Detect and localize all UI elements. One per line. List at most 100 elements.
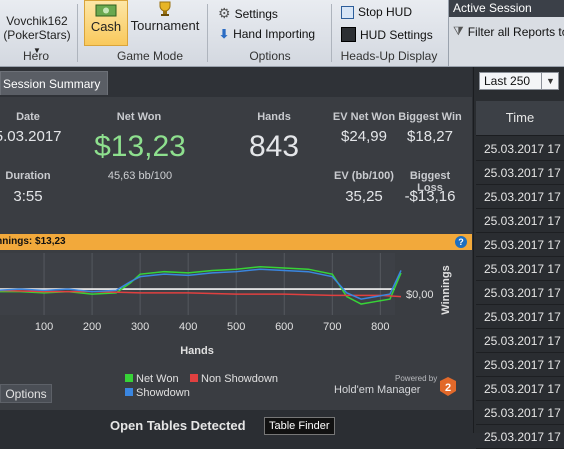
cash-button[interactable]: Cash	[84, 0, 128, 46]
y-axis-title: Winnings	[440, 265, 452, 314]
duration-value: 3:55	[13, 188, 43, 205]
biggest-win-value: $18,27	[407, 128, 453, 145]
powered-by-text: Powered by	[395, 374, 437, 383]
open-tables-bar	[0, 410, 472, 433]
legend-swatch-showdown	[125, 388, 133, 396]
session-row[interactable]: 25.03.2017 17	[476, 234, 564, 257]
ev-bb-value: 35,25	[345, 188, 383, 205]
ribbon-divider	[77, 4, 78, 62]
session-row[interactable]: 25.03.2017 17	[476, 282, 564, 305]
chevron-down-icon[interactable]: ▼	[541, 73, 559, 89]
winnings-bar-text: Winnings: $13,23	[0, 236, 66, 247]
svg-text:2: 2	[445, 382, 451, 394]
x-tick-label: 800	[371, 321, 389, 333]
legend-swatch-non-showdown	[190, 374, 198, 382]
y-zero-label: $0,00	[406, 289, 434, 301]
plot-area	[0, 253, 395, 315]
options-group-label: Options	[249, 49, 291, 63]
filter-all-reports-label: Filter all Reports to	[467, 24, 564, 39]
brand-logo-icon: 2	[440, 377, 456, 396]
session-row[interactable]: 25.03.2017 17	[476, 138, 564, 161]
x-tick-label: 700	[323, 321, 341, 333]
filter-icon: ⧩	[453, 24, 464, 38]
ribbon-divider	[331, 4, 332, 62]
active-session-panel: Active Session ⧩ Filter all Reports to	[448, 0, 564, 66]
gear-icon: ⚙	[218, 5, 231, 21]
hand-importing-label: Hand Importing	[233, 27, 316, 41]
hero-site: (PokerStars) ▼	[3, 28, 71, 55]
game-mode-group-label: Game Mode	[116, 49, 184, 63]
ev-net-won-header: EV Net Won	[332, 111, 396, 123]
session-row[interactable]: 25.03.2017 17	[476, 210, 564, 233]
x-tick-label: 600	[275, 321, 293, 333]
session-row[interactable]: 25.03.2017 17	[476, 378, 564, 401]
tab-session-summary[interactable]: Session Summary	[0, 71, 108, 95]
dropdown-arrow-icon: ▼	[33, 46, 41, 55]
net-won-bb: 45,63 bb/100	[107, 170, 173, 182]
series-line-net-won	[0, 265, 402, 305]
hands-value: 843	[248, 130, 300, 163]
session-row[interactable]: 25.03.2017 17	[476, 258, 564, 281]
hud-settings-label: HUD Settings	[360, 27, 433, 42]
winnings-chart: 100 200 300 400 500 600 700 800 $0,00 Winnings …	[0, 253, 456, 399]
trophy-icon	[156, 1, 174, 20]
series-line-non-showdown	[0, 289, 402, 298]
x-tick-label: 200	[83, 321, 101, 333]
open-tables-label: Open Tables Detected	[110, 418, 246, 433]
stop-hud-icon	[341, 5, 354, 19]
date-header: Date	[16, 111, 40, 123]
session-row[interactable]: 25.03.2017 17	[476, 330, 564, 353]
biggest-loss-header: Biggest Loss	[409, 170, 451, 194]
hero-group-label: Hero	[22, 49, 49, 63]
series-line-showdown	[0, 268, 402, 300]
filter-all-reports-button[interactable]: ⧩ Filter all Reports to	[453, 24, 564, 39]
options-button[interactable]: Options	[0, 384, 52, 403]
winnings-bar: Winnings: $13,23	[0, 234, 472, 250]
hud-group-label: Heads-Up Display	[340, 49, 438, 63]
session-row[interactable]: 25.03.2017 17	[476, 426, 564, 449]
hands-header: Hands	[257, 111, 291, 123]
hud-settings-button[interactable]: HUD Settings	[341, 27, 433, 42]
session-filter-value: Last 250	[484, 74, 531, 88]
session-filter-select[interactable]: Last 250	[479, 72, 559, 90]
date-value: 25.03.2017	[0, 128, 62, 145]
time-column-header[interactable]: Time	[476, 101, 564, 136]
hero-name: Vovchik162	[6, 14, 68, 28]
biggest-loss-value: -$13,16	[404, 188, 456, 205]
cash-icon	[95, 2, 117, 21]
stop-hud-label: Stop HUD	[358, 5, 413, 19]
chart-lines	[0, 265, 402, 305]
session-row[interactable]: 25.03.2017 17	[476, 306, 564, 329]
session-panel	[0, 67, 472, 433]
tournament-label: Tournament	[130, 18, 200, 33]
x-tick-labels: 100 200 300 400 500 600 700 800	[35, 321, 390, 333]
x-tick-label: 100	[35, 321, 53, 333]
import-arrow-icon: ⬇	[219, 27, 230, 41]
table-finder-button[interactable]: Table Finder	[264, 417, 335, 435]
session-row[interactable]: 25.03.2017 17	[476, 354, 564, 377]
x-tick-label: 300	[131, 321, 149, 333]
session-row[interactable]: 25.03.2017 17	[476, 162, 564, 185]
chart-legend: Net Won Non Showdown Showdown	[125, 373, 278, 399]
settings-label: Settings	[234, 6, 278, 21]
ev-bb-header: EV (bb/100)	[334, 170, 394, 182]
duration-header: Duration	[5, 170, 51, 182]
ribbon-divider	[207, 4, 208, 62]
brand-text: Hold'em Manager	[334, 384, 421, 396]
x-tick-label: 500	[227, 321, 245, 333]
session-row[interactable]: 25.03.2017 17	[476, 186, 564, 209]
active-session-title: Active Session	[449, 0, 564, 17]
hand-importing-button[interactable]: ⬇ Hand Importing	[219, 27, 315, 41]
stop-hud-button[interactable]: Stop HUD	[341, 5, 412, 19]
help-icon[interactable]: ?	[455, 236, 467, 248]
tournament-button[interactable]: Tournament	[130, 0, 200, 46]
hero-selector[interactable]: Vovchik162 (PokerStars) ▼	[0, 14, 74, 58]
net-won-value: $13,23	[94, 130, 186, 163]
settings-button[interactable]: ⚙ Settings	[218, 5, 278, 22]
legend-showdown: Showdown	[136, 387, 190, 399]
cash-label: Cash	[90, 19, 122, 34]
ev-net-won-value: $24,99	[341, 128, 387, 145]
session-row[interactable]: 25.03.2017 17	[476, 402, 564, 425]
legend-net-won: Net Won	[136, 373, 179, 385]
net-won-header: Net Won	[116, 111, 162, 123]
